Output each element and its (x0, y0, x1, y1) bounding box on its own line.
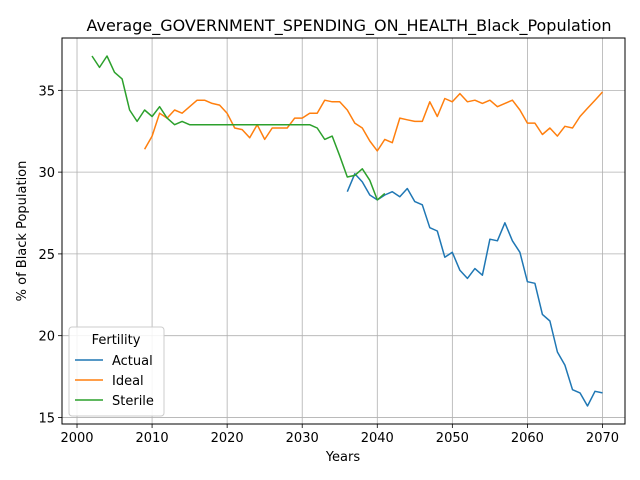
y-tick-label: 35 (38, 84, 55, 99)
x-tick-label: 2020 (211, 431, 244, 446)
x-axis-label: Years (325, 450, 361, 465)
x-tick-label: 2040 (361, 431, 394, 446)
y-tick-label: 30 (38, 166, 55, 181)
y-tick-label: 15 (38, 411, 55, 426)
legend-label-sterile: Sterile (112, 394, 154, 409)
x-tick-label: 2050 (436, 431, 469, 446)
legend-label-ideal: Ideal (112, 374, 144, 389)
legend-title: Fertility (92, 333, 141, 348)
grid (62, 38, 625, 424)
series-line-ideal (143, 91, 604, 152)
x-tick-label: 2060 (511, 431, 544, 446)
legend-entries: Actual Ideal Sterile (75, 354, 154, 409)
y-axis-ticks: 15 20 25 30 35 (38, 84, 62, 426)
legend: Fertility Actual Ideal Sterile (68, 326, 165, 417)
legend-box (68, 326, 165, 417)
series-line-sterile (91, 55, 386, 201)
x-tick-label: 2010 (136, 431, 169, 446)
plot-frame (61, 37, 626, 425)
x-axis-ticks: 2000 2010 2020 2030 2040 2050 2060 2070 (60, 424, 619, 446)
x-tick-label: 2030 (286, 431, 319, 446)
series-lines (91, 55, 604, 407)
y-axis-label: % of Black Population (15, 161, 30, 302)
y-tick-label: 20 (38, 330, 55, 345)
x-tick-label: 2000 (60, 431, 93, 446)
y-tick-label: 25 (38, 248, 55, 263)
x-tick-label: 2070 (586, 431, 619, 446)
chart-title: Average_GOVERNMENT_SPENDING_ON_HEALTH_Bl… (86, 16, 611, 36)
series-line-actual (346, 173, 603, 407)
legend-label-actual: Actual (112, 354, 153, 369)
